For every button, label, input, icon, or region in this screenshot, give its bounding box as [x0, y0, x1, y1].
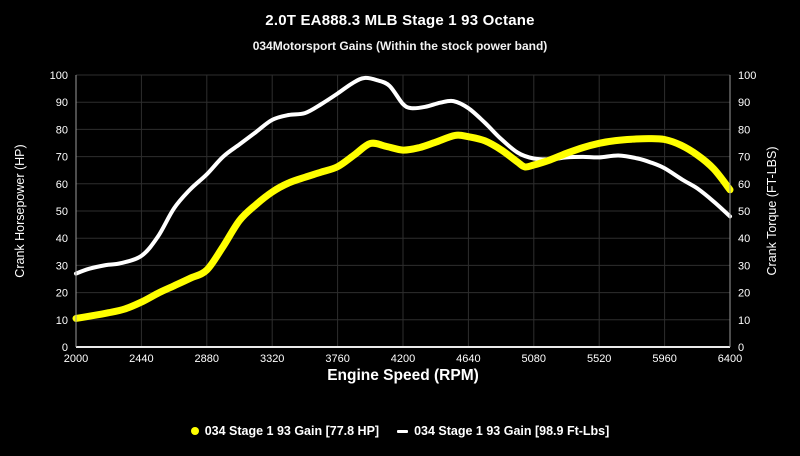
legend-label-hp-gain: 034 Stage 1 93 Gain [77.8 HP]	[204, 424, 380, 438]
y-tick-label-left: 100	[50, 70, 68, 82]
legend-label-torque-gain: 034 Stage 1 93 Gain [98.9 Ft-Lbs]	[414, 424, 610, 438]
x-tick-label: 2880	[195, 353, 219, 365]
x-tick-label: 2000	[64, 353, 88, 365]
y-tick-label-right: 70	[738, 152, 750, 164]
tick-labels: 2000 2440 2880 3320 3760 4200 4640 5080 5520 5960…	[50, 70, 757, 365]
y-axis-title-left: Crank Horsepower (HP)	[13, 144, 27, 277]
curves	[72, 75, 734, 322]
y-tick-label-left: 70	[56, 152, 68, 164]
y-tick-label-left: 30	[56, 260, 68, 272]
y-tick-label-left: 20	[56, 288, 68, 300]
y-tick-label-right: 50	[738, 206, 750, 218]
x-tick-label: 5960	[652, 353, 676, 365]
legend-item-torque-gain[interactable]: 034 Stage 1 93 Gain [98.9 Ft-Lbs]	[397, 424, 609, 438]
y-tick-label-left: 50	[56, 206, 68, 218]
x-tick-label: 5080	[522, 353, 546, 365]
legend-marker-dash	[397, 429, 409, 433]
legend: 034 Stage 1 93 Gain [77.8 HP] 034 Stage …	[0, 424, 800, 438]
legend-item-hp-gain[interactable]: 034 Stage 1 93 Gain [77.8 HP]	[190, 424, 380, 438]
y-tick-label-right: 100	[738, 70, 756, 82]
y-tick-label-right: 20	[738, 288, 750, 300]
y-axis-title-right: Crank Torque (FT-LBS)	[765, 147, 779, 276]
x-tick-label: 3760	[325, 353, 349, 365]
x-tick-label: 2440	[129, 353, 153, 365]
y-tick-label-left: 60	[56, 179, 68, 191]
x-axis-title: Engine Speed (RPM)	[327, 367, 479, 384]
x-tick-label: 4640	[456, 353, 480, 365]
y-tick-label-left: 40	[56, 233, 68, 245]
y-tick-label-right: 90	[738, 97, 750, 109]
x-tick-label: 5520	[587, 353, 611, 365]
chart-subtitle: 034Motorsport Gains (Within the stock po…	[252, 39, 548, 53]
y-tick-label-left: 10	[56, 315, 68, 327]
x-tick-label: 6400	[718, 353, 742, 365]
legend-marker-dot	[190, 427, 199, 435]
torque-gain-curve	[74, 75, 732, 276]
y-tick-label-right: 30	[738, 260, 750, 272]
y-tick-label-right: 80	[738, 124, 750, 136]
axes	[75, 75, 731, 348]
x-tick-label: 4200	[391, 353, 415, 365]
y-tick-label-right: 60	[738, 179, 750, 191]
y-tick-label-left: 80	[56, 124, 68, 136]
y-tick-label-left: 0	[62, 342, 68, 354]
x-tick-label: 3320	[260, 353, 284, 365]
chart-title: 2.0T EA888.3 MLB Stage 1 93 Octane	[265, 12, 535, 29]
y-tick-label-right: 40	[738, 233, 750, 245]
hp-gain-curve	[72, 131, 734, 322]
y-tick-label-right: 10	[738, 315, 750, 327]
y-tick-label-left: 90	[56, 97, 68, 109]
y-tick-label-right: 0	[738, 342, 744, 354]
